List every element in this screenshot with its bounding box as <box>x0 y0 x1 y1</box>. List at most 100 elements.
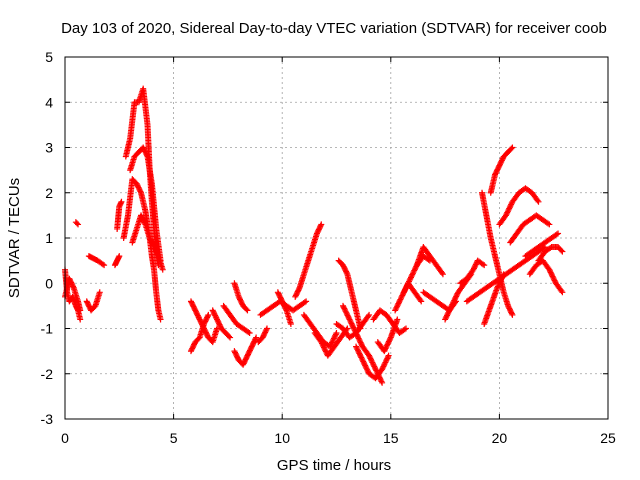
data-point <box>450 298 457 305</box>
data-point <box>555 230 562 237</box>
data-point <box>381 362 388 369</box>
data-point <box>317 222 324 229</box>
x-axis-label: GPS time / hours <box>277 457 391 474</box>
data-point <box>508 201 515 208</box>
plot-frame <box>64 56 609 420</box>
y-tick-label: 0 <box>45 275 53 291</box>
data-point <box>246 330 253 337</box>
data-point <box>384 355 391 362</box>
data-point <box>547 269 554 276</box>
data-point <box>355 349 362 356</box>
data-point <box>347 319 354 326</box>
axis-ticks: 0 5 10 15 20 25 -3 -2 -1 0 1 2 3 4 5 <box>41 49 616 446</box>
data-point <box>439 271 446 278</box>
data-point <box>394 301 401 308</box>
data-point <box>496 279 503 286</box>
data-point <box>447 304 454 311</box>
data-point <box>412 264 419 271</box>
chart-title: Day 103 of 2020, Sidereal Day-to-day VTE… <box>61 20 607 37</box>
data-point <box>362 362 369 369</box>
data-point <box>379 364 386 371</box>
series-arc3 <box>72 219 82 228</box>
data-point <box>320 343 327 350</box>
data-point <box>384 354 391 361</box>
data-point <box>508 310 515 317</box>
data-point <box>558 247 565 254</box>
series-arc21 <box>292 221 325 300</box>
data-point <box>340 302 347 309</box>
data-point <box>405 279 412 286</box>
data-point <box>77 316 84 323</box>
data-point <box>442 315 449 322</box>
data-point <box>386 337 393 344</box>
data-point <box>353 330 360 337</box>
data-point <box>546 221 553 228</box>
data-point <box>347 317 354 324</box>
series-arc18 <box>255 325 270 346</box>
data-point <box>368 356 375 363</box>
data-point <box>343 269 350 276</box>
data-point <box>479 261 486 268</box>
data-point <box>303 298 310 305</box>
data-point <box>507 202 514 209</box>
data-point <box>369 359 376 366</box>
data-point <box>345 315 352 322</box>
x-tick-label: 20 <box>492 430 508 446</box>
data-point <box>383 342 390 349</box>
y-tick-label: -3 <box>41 411 54 427</box>
data-point <box>368 358 375 365</box>
data-point <box>358 340 365 347</box>
data-point <box>360 359 367 366</box>
series-arc29 <box>374 316 401 355</box>
data-point <box>355 334 362 341</box>
data-point <box>401 287 408 294</box>
data-point <box>343 311 350 318</box>
data-point <box>443 313 450 320</box>
series-arc6 <box>111 253 123 269</box>
series-arc39 <box>487 144 516 196</box>
data-point <box>318 340 325 347</box>
data-point <box>497 277 504 284</box>
data-point <box>378 378 385 385</box>
data-point <box>550 274 557 281</box>
data-point <box>253 334 260 341</box>
data-point <box>547 244 554 251</box>
data-point <box>157 316 164 323</box>
data-point <box>343 309 350 316</box>
data-point <box>366 354 373 361</box>
series-arc11 <box>129 212 166 273</box>
x-tick-label: 0 <box>61 430 69 446</box>
y-tick-label: -1 <box>41 321 54 337</box>
data-point <box>352 328 359 335</box>
data-point <box>349 321 356 328</box>
data-point <box>141 220 148 227</box>
data-point <box>392 306 399 313</box>
data-point <box>494 283 501 290</box>
data-point <box>498 276 505 283</box>
data-point <box>204 313 211 320</box>
data-point <box>350 324 357 331</box>
data-point <box>365 313 372 320</box>
data-point <box>494 284 501 291</box>
data-point <box>225 333 232 340</box>
data-point <box>449 301 456 308</box>
data-point <box>418 298 425 305</box>
x-tick-label: 25 <box>600 430 616 446</box>
data-point <box>320 344 327 351</box>
data-point <box>553 231 560 238</box>
data-point <box>545 220 552 227</box>
data-point <box>355 347 362 354</box>
data-point <box>381 360 388 367</box>
data-point <box>287 320 294 327</box>
data-point <box>348 320 355 327</box>
data-point <box>451 296 458 303</box>
series-arc13 <box>187 311 212 355</box>
data-point <box>453 293 460 300</box>
data-point <box>143 152 150 159</box>
series-arc42 <box>522 230 562 260</box>
series-arc43 <box>526 257 566 296</box>
data-point <box>444 311 451 318</box>
data-point <box>499 273 506 280</box>
data-point <box>506 205 513 212</box>
data-point <box>383 356 390 363</box>
